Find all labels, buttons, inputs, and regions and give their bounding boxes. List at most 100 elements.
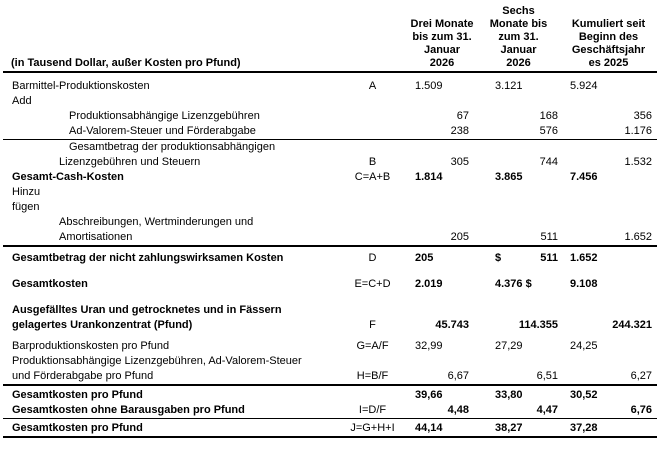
value-cell: 44,14: [407, 418, 477, 438]
currency-symbol: $: [495, 252, 502, 264]
row-label: Ad-Valorem-Steuer und Förderabgabe: [3, 124, 344, 140]
value-cell: 576: [477, 124, 560, 140]
formula-cell: D: [368, 252, 377, 264]
row-label: Gesamtkosten ohne Barausgaben pro Pfund: [3, 403, 344, 419]
formula-cell: G=A/F: [356, 340, 389, 352]
row-label: Add: [12, 95, 32, 107]
value-cell: 356: [633, 110, 652, 122]
value-cell: 1.652: [570, 252, 598, 264]
value-cell: 2.019: [415, 278, 443, 290]
row-label: Gesamtkosten pro Pfund: [3, 418, 344, 438]
value-cell: 1.652: [560, 215, 657, 247]
value-cell: [560, 185, 657, 215]
row-gesamtkosten-ohne-barausgaben: Gesamtkosten ohne Barausgaben pro Pfund …: [3, 403, 657, 419]
value-cell: 1.176: [560, 124, 657, 140]
row-gesamtkosten-pro-pfund-total: Gesamtkosten pro Pfund J=G+H+I 44,14 38,…: [3, 418, 657, 438]
value-cell: 244.321: [612, 319, 652, 331]
value-cell: 6,76: [560, 403, 657, 419]
value-cell: 114.355: [518, 319, 558, 331]
value-cell: 39,66: [415, 389, 443, 401]
formula-cell: [344, 124, 407, 140]
value-cell: 9.108: [570, 278, 598, 290]
row-label: Gesamtkosten: [12, 278, 88, 290]
row-add: Add: [3, 94, 657, 109]
value-cell: 3.865: [495, 171, 523, 183]
formula-cell: F: [369, 319, 376, 331]
row-barproduktionskosten-pro-pfund: Barproduktionskosten pro Pfund G=A/F 32,…: [3, 339, 657, 354]
row-label: Gesamtkosten pro Pfund: [12, 389, 143, 401]
value-cell: 45.743: [435, 319, 469, 331]
header-period-three-months: Drei Monate bis zum 31. Januar 2026: [407, 5, 477, 73]
row-gesamt-cash-kosten: Gesamt-Cash-Kosten C=A+B 1.814 3.865 7.4…: [3, 170, 657, 185]
formula-cell: [344, 215, 407, 247]
row-produktionsabhaengige-lizenzgebuehren: Produktionsabhängige Lizenzgebühren 67 1…: [3, 109, 657, 124]
value-cell: 1.509: [415, 80, 443, 92]
row-abschreibungen-amortisationen: Abschreibungen, Wertminderungen und Amor…: [3, 215, 657, 247]
row-urankonzentrat-pfund: Ausgefälltes Uran und getrocknetes und i…: [3, 303, 657, 333]
row-hinzufuegen: Hinzu fügen: [3, 185, 657, 215]
spacer-row: [3, 72, 657, 79]
value-cell: 67: [456, 110, 469, 122]
row-ad-valorem-steuer: Ad-Valorem-Steuer und Förderabgabe 238 5…: [3, 124, 657, 140]
row-label: Barproduktionskosten pro Pfund: [12, 340, 170, 352]
value-cell: 7.456: [570, 171, 598, 183]
value-cell: 205: [407, 215, 477, 247]
row-label: Gesamtbetrag der nicht zahlungswirksamen…: [12, 252, 284, 264]
value-cell: [477, 94, 560, 109]
value-cell: 6,51: [477, 354, 560, 386]
financial-report-page: (in Tausend Dollar, außer Kosten pro Pfu…: [3, 5, 657, 438]
row-gesamtkosten: Gesamtkosten E=C+D 2.019 4.376 $ 9.108: [3, 277, 657, 292]
value-cell: 305: [450, 156, 469, 168]
value-cell: 744: [539, 156, 558, 168]
formula-cell: [344, 185, 407, 215]
formula-cell: C=A+B: [354, 171, 391, 183]
value-cell: 4,48: [407, 403, 477, 419]
row-gesamtkosten-pro-pfund: Gesamtkosten pro Pfund 39,66 33,80 30,52: [3, 385, 657, 403]
value-cell: 168: [539, 110, 558, 122]
value-cell: 3.121: [495, 80, 523, 92]
value-cell: 6,27: [560, 354, 657, 386]
spacer-row: [3, 266, 657, 277]
row-label: Ausgefälltes Uran und getrocknetes und i…: [12, 304, 282, 331]
row-label: Abschreibungen, Wertminderungen und Amor…: [3, 215, 344, 247]
header-units-note: (in Tausend Dollar, außer Kosten pro Pfu…: [3, 5, 344, 73]
header-row: (in Tausend Dollar, außer Kosten pro Pfu…: [3, 5, 657, 73]
value-cell: 38,27: [477, 418, 560, 438]
row-label: Gesamtbetrag der produktionsabhängigen L…: [59, 141, 276, 168]
formula-cell: [344, 94, 407, 109]
value-cell: [407, 185, 477, 215]
row-label: Barmittel-Produktionskosten: [12, 80, 150, 92]
value-cell: $ 511: [495, 252, 558, 264]
value-cell: 32,99: [415, 340, 443, 352]
row-gesamtbetrag-nicht-zahlungswirksame-kosten: Gesamtbetrag der nicht zahlungswirksamen…: [3, 246, 657, 266]
row-label: Gesamt-Cash-Kosten: [12, 171, 124, 183]
header-formula-column: [344, 5, 407, 73]
value-cell: 30,52: [570, 389, 598, 401]
value-cell: 1.814: [415, 171, 443, 183]
value-cell: [560, 94, 657, 109]
spacer-row: [3, 292, 657, 303]
value-cell: [477, 185, 560, 215]
row-label: Hinzu fügen: [12, 186, 41, 213]
formula-cell: [344, 109, 407, 124]
formula-cell: A: [368, 80, 377, 92]
row-barmittel-produktionskosten: Barmittel-Produktionskosten A 1.509 3.12…: [3, 79, 657, 94]
header-period-cumulative: Kumuliert seit Beginn des Geschäftsjahr …: [560, 5, 657, 73]
value-cell: 511: [477, 215, 560, 247]
value-cell: 1.532: [624, 156, 652, 168]
value-cell: 37,28: [560, 418, 657, 438]
row-label: Produktionsabhängige Lizenzgebühren: [69, 110, 260, 122]
value-cell: 4.376 $: [495, 278, 532, 290]
value-cell: [407, 94, 477, 109]
value-cell: 6,67: [407, 354, 477, 386]
row-gesamtbetrag-lizenzgebuehren-steuern: Gesamtbetrag der produktionsabhängigen L…: [3, 140, 657, 171]
formula-cell: [344, 385, 407, 403]
value-cell: 24,25: [570, 340, 598, 352]
row-lizenzgebuehren-pro-pfund: Produktionsabhängige Lizenzgebühren, Ad-…: [3, 354, 657, 386]
formula-cell: J=G+H+I: [344, 418, 407, 438]
value-cell: 5.924: [570, 80, 598, 92]
row-label: Produktionsabhängige Lizenzgebühren, Ad-…: [3, 354, 344, 386]
formula-cell: H=B/F: [344, 354, 407, 386]
production-cost-table: (in Tausend Dollar, außer Kosten pro Pfu…: [3, 5, 657, 438]
formula-cell: I=D/F: [344, 403, 407, 419]
